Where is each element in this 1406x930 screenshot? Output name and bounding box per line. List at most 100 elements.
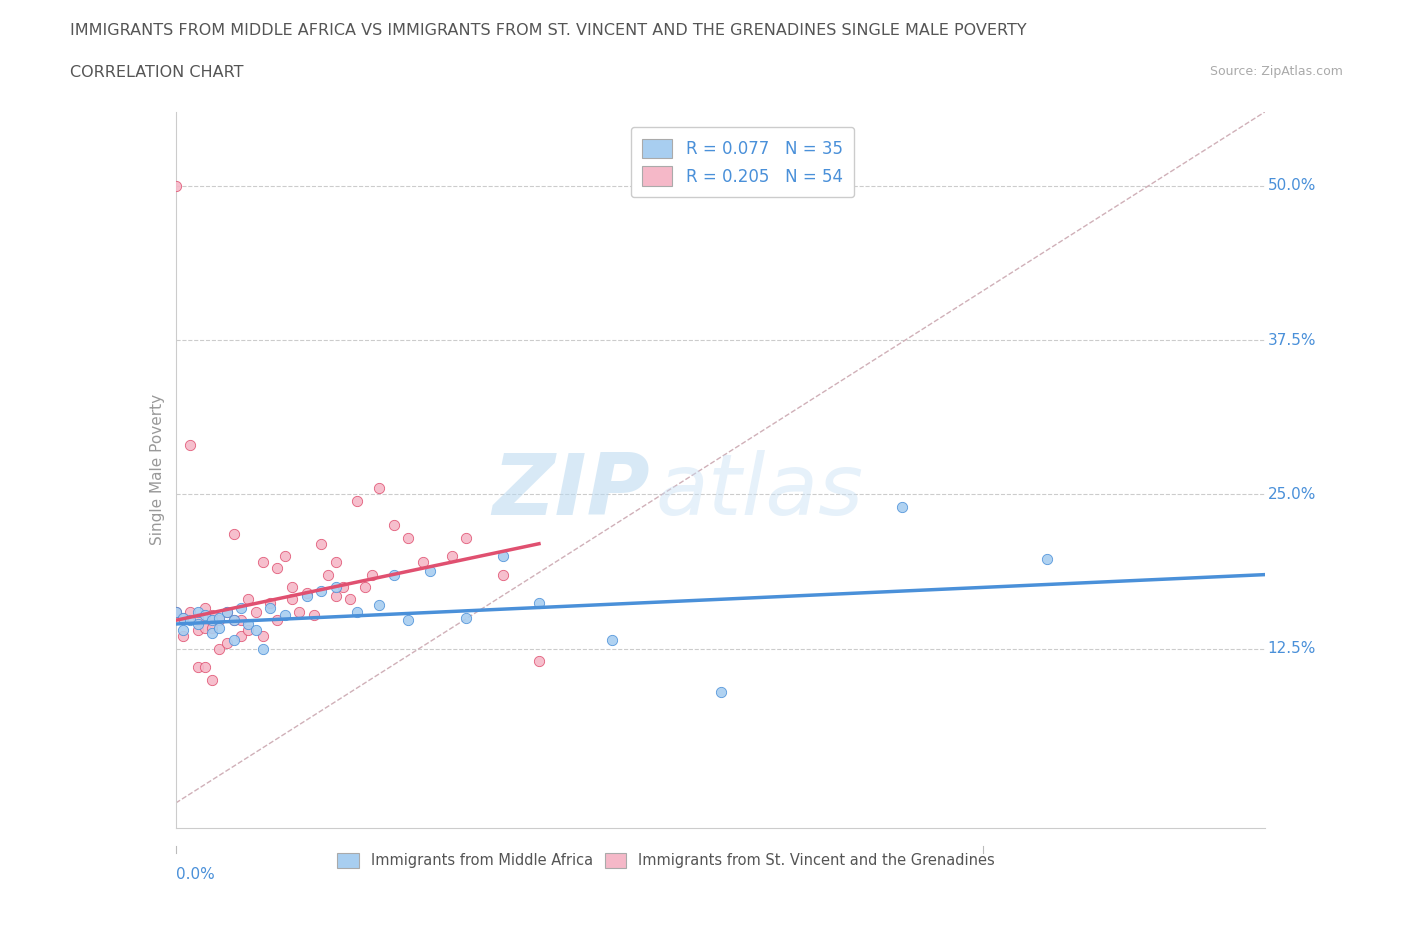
- Point: [179, 604, 201, 619]
- Point: [332, 579, 354, 594]
- Text: 0.0%: 0.0%: [176, 867, 215, 882]
- Point: [266, 561, 288, 576]
- Point: [215, 635, 238, 650]
- Point: [360, 567, 382, 582]
- Point: [201, 625, 224, 640]
- Text: ZIP: ZIP: [492, 449, 650, 533]
- Point: [353, 579, 375, 594]
- Point: [281, 591, 304, 606]
- Point: [238, 591, 260, 606]
- Point: [309, 583, 332, 598]
- Point: [325, 555, 347, 570]
- Text: 25.0%: 25.0%: [1268, 486, 1316, 502]
- Point: [456, 530, 478, 545]
- Point: [891, 499, 914, 514]
- Point: [252, 642, 274, 657]
- Point: [194, 620, 217, 635]
- Point: [309, 537, 332, 551]
- Point: [172, 610, 194, 625]
- Point: [186, 617, 209, 631]
- Point: [527, 595, 550, 610]
- Point: [346, 493, 368, 508]
- Point: [208, 620, 231, 635]
- Point: [1036, 551, 1059, 566]
- Point: [492, 567, 515, 582]
- Point: [186, 659, 209, 674]
- Text: Source: ZipAtlas.com: Source: ZipAtlas.com: [1209, 65, 1343, 78]
- Point: [208, 613, 231, 628]
- Point: [194, 659, 217, 674]
- Point: [179, 437, 201, 452]
- Text: atlas: atlas: [655, 449, 863, 533]
- Point: [222, 632, 245, 647]
- Point: [325, 579, 347, 594]
- Point: [266, 613, 288, 628]
- Point: [201, 608, 224, 623]
- Point: [396, 530, 419, 545]
- Point: [201, 620, 224, 635]
- Point: [201, 672, 224, 687]
- Point: [165, 179, 187, 193]
- Point: [600, 632, 623, 647]
- Text: IMMIGRANTS FROM MIDDLE AFRICA VS IMMIGRANTS FROM ST. VINCENT AND THE GRENADINES : IMMIGRANTS FROM MIDDLE AFRICA VS IMMIGRA…: [70, 23, 1026, 38]
- Point: [346, 604, 368, 619]
- Point: [172, 629, 194, 644]
- Point: [710, 684, 733, 699]
- Point: [382, 518, 405, 533]
- Point: [194, 608, 217, 623]
- Point: [368, 598, 391, 613]
- Point: [222, 526, 245, 541]
- Text: CORRELATION CHART: CORRELATION CHART: [70, 65, 243, 80]
- Point: [186, 623, 209, 638]
- Point: [419, 564, 441, 578]
- Point: [238, 617, 260, 631]
- Point: [368, 481, 391, 496]
- Point: [215, 604, 238, 619]
- Point: [194, 601, 217, 616]
- Point: [318, 567, 340, 582]
- Point: [274, 549, 297, 564]
- Point: [295, 586, 318, 601]
- Point: [527, 654, 550, 669]
- Point: [281, 579, 304, 594]
- Point: [492, 549, 515, 564]
- Point: [259, 595, 281, 610]
- Point: [179, 613, 201, 628]
- Point: [295, 588, 318, 603]
- Point: [222, 613, 245, 628]
- Point: [440, 549, 463, 564]
- Point: [231, 613, 253, 628]
- Point: [165, 604, 187, 619]
- Point: [215, 604, 238, 619]
- Point: [201, 613, 224, 628]
- Point: [259, 601, 281, 616]
- Point: [186, 604, 209, 619]
- Point: [252, 555, 274, 570]
- Point: [186, 610, 209, 625]
- Point: [165, 604, 187, 619]
- Point: [172, 623, 194, 638]
- Point: [231, 601, 253, 616]
- Point: [382, 567, 405, 582]
- Point: [412, 555, 434, 570]
- Text: 50.0%: 50.0%: [1268, 179, 1316, 193]
- Point: [231, 629, 253, 644]
- Point: [456, 610, 478, 625]
- Point: [245, 623, 267, 638]
- Point: [252, 629, 274, 644]
- Point: [238, 623, 260, 638]
- Point: [222, 613, 245, 628]
- Point: [208, 610, 231, 625]
- Point: [172, 610, 194, 625]
- Point: [208, 642, 231, 657]
- Point: [325, 588, 347, 603]
- Y-axis label: Single Male Poverty: Single Male Poverty: [149, 394, 165, 545]
- Point: [339, 591, 361, 606]
- Point: [288, 604, 311, 619]
- Point: [302, 608, 325, 623]
- Point: [396, 613, 419, 628]
- Text: 12.5%: 12.5%: [1268, 641, 1316, 657]
- Point: [245, 604, 267, 619]
- Point: [274, 608, 297, 623]
- Text: 37.5%: 37.5%: [1268, 333, 1316, 348]
